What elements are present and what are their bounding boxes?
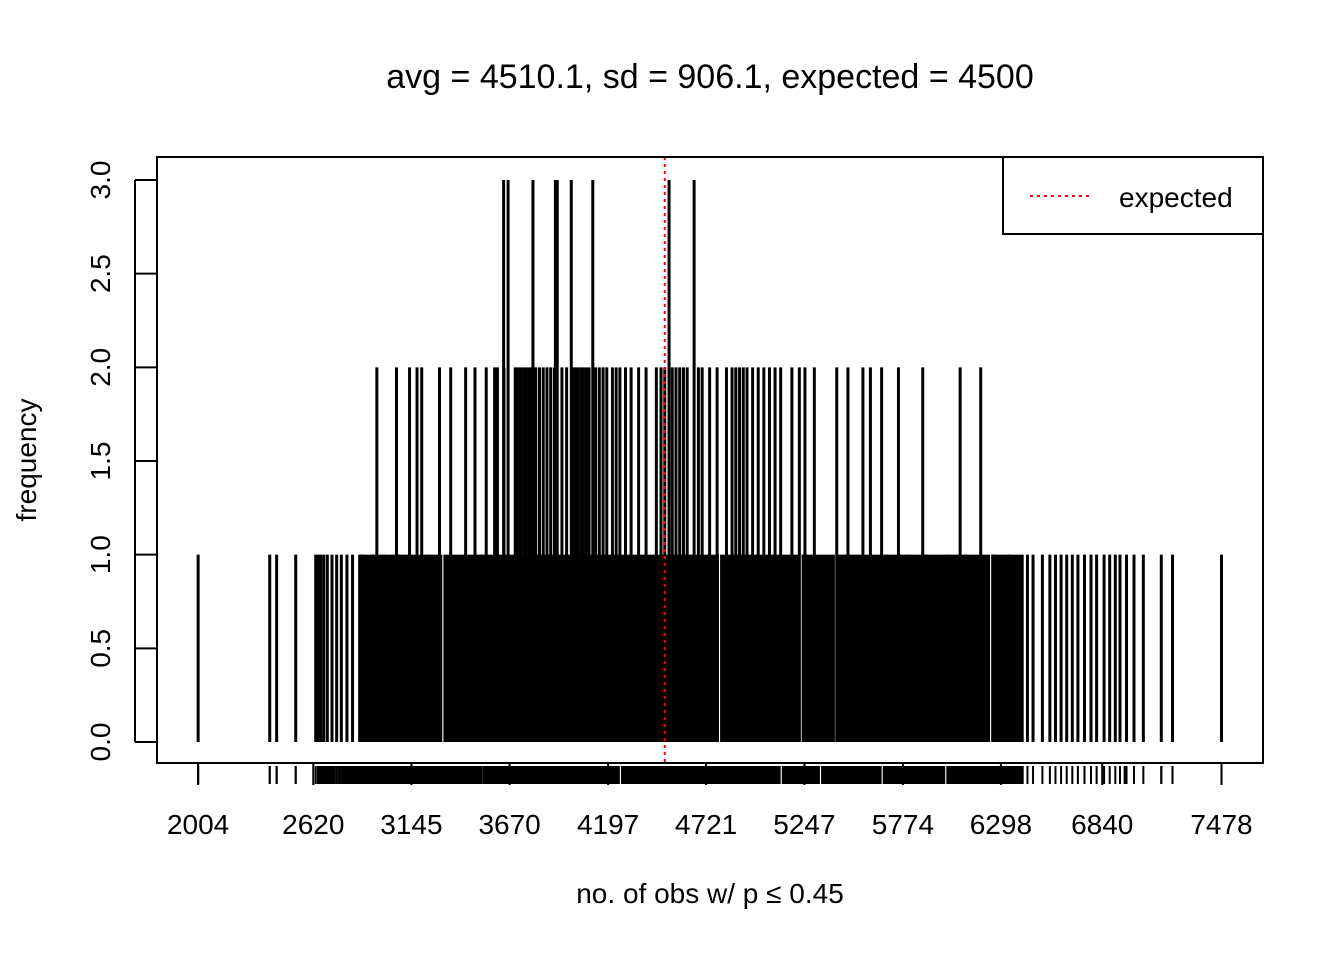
x-tick-label: 5774 [872, 809, 934, 840]
x-tick-label: 6298 [970, 809, 1032, 840]
x-tick-label: 7478 [1190, 809, 1252, 840]
rug-layer [197, 766, 1223, 784]
x-axis-label: no. of obs w/ p ≤ 0.45 [576, 878, 844, 909]
y-tick-label: 3.0 [85, 161, 116, 200]
y-axis-label: frequency [11, 399, 42, 522]
y-tick-label: 0.0 [85, 723, 116, 762]
x-tick-label: 3670 [478, 809, 540, 840]
rug-gap [780, 766, 782, 784]
x-axis: 2004 2620 3145 3670 4197 4721 5247 5774 6298 6840… [167, 762, 1253, 840]
bar-gap [800, 554, 802, 742]
x-tick-label: 6840 [1071, 809, 1133, 840]
bar-gap [718, 554, 721, 742]
x-tick-label: 2620 [282, 809, 344, 840]
rug-gap [881, 766, 883, 784]
legend: expected [1002, 156, 1264, 235]
rug-gap [619, 766, 622, 784]
x-tick-label: 3145 [380, 809, 442, 840]
y-tick-label: 1.0 [85, 535, 116, 574]
rug-gap [945, 766, 947, 784]
x-tick-label: 4197 [577, 809, 639, 840]
chart-title: avg = 4510.1, sd = 906.1, expected = 450… [386, 58, 1033, 96]
y-tick-label: 2.0 [85, 348, 116, 387]
y-tick-label: 1.5 [85, 442, 116, 481]
y-tick-label: 2.5 [85, 254, 116, 293]
x-tick-label: 2004 [167, 809, 229, 840]
bar-gap [442, 554, 444, 742]
y-axis: 0.0 0.5 1.0 1.5 2.0 2.5 3.0 [85, 161, 157, 762]
x-tick-label: 4721 [675, 809, 737, 840]
rug-gap [819, 766, 822, 784]
bars-layer [196, 180, 1223, 742]
rug-dense [317, 766, 1024, 784]
bar-gap [990, 554, 992, 742]
y-tick-label: 0.5 [85, 629, 116, 668]
x-tick-label: 5247 [773, 809, 835, 840]
legend-label-expected: expected [1119, 182, 1233, 213]
